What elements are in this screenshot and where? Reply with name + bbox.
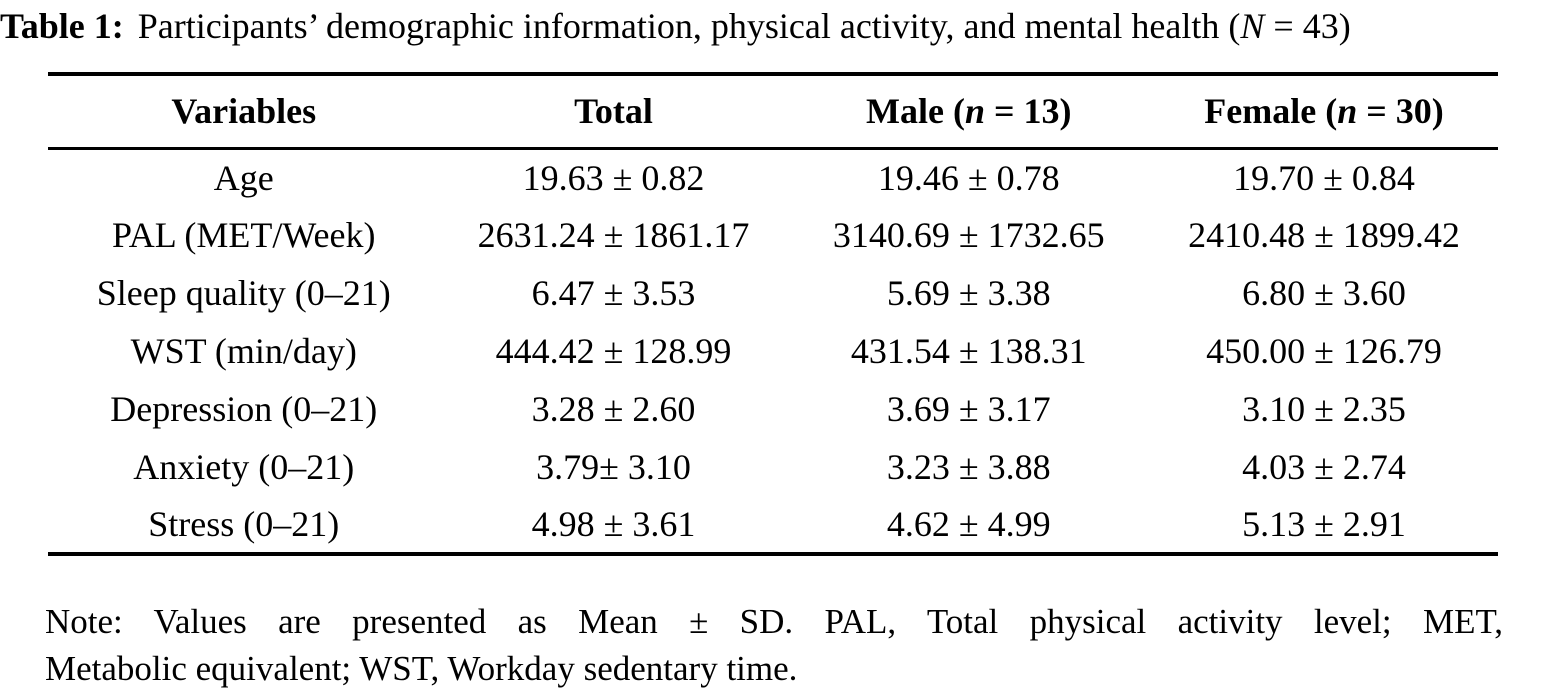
cell-female: 6.80 ± 3.60	[1242, 273, 1406, 313]
col-header-total: Total	[439, 74, 788, 150]
cell-total: 4.98 ± 3.61	[531, 504, 696, 544]
table-caption-n-symbol: N	[1240, 6, 1265, 46]
cell-variable: Age	[213, 157, 274, 198]
cell-female: 450.00 ± 126.79	[1206, 331, 1442, 371]
cell-total: 6.47 ± 3.53	[531, 273, 696, 313]
cell-female: 4.03 ± 2.74	[1242, 447, 1406, 487]
table-caption-n-value: = 43)	[1264, 6, 1351, 46]
table-body: Age 19.63 ± 0.82 19.46 ± 0.78 19.70 ± 0.84 P…	[48, 148, 1498, 554]
cell-variable: Anxiety (0–21)	[133, 447, 355, 487]
table-row: PAL (MET/Week) 2631.24 ± 1861.17 3140.69 ±…	[48, 206, 1498, 264]
table-caption: Table 1: Participants’ demographic inform…	[0, 4, 1548, 48]
cell-total: 444.42 ± 128.99	[495, 331, 732, 371]
table-note-line2: Metabolic equivalent; WST, Workday seden…	[45, 649, 798, 688]
cell-variable: Depression (0–21)	[110, 389, 378, 429]
table-row: Anxiety (0–21) 3.79± 3.10 3.23 ± 3.88 4.03 …	[48, 438, 1498, 496]
cell-total: 19.63 ± 0.82	[522, 157, 705, 198]
col-header-female-suffix: = 30)	[1357, 91, 1444, 132]
cell-total: 3.79± 3.10	[536, 447, 691, 487]
cell-male: 431.54 ± 138.31	[850, 331, 1087, 371]
cell-total: 3.28 ± 2.60	[531, 389, 696, 429]
table-note-line1: Note: Values are presented as Mean ± SD.…	[45, 602, 1503, 641]
cell-male: 5.69 ± 3.38	[886, 273, 1051, 313]
cell-male: 3140.69 ± 1732.65	[832, 215, 1105, 255]
cell-male: 4.62 ± 4.99	[886, 504, 1051, 544]
table-note: Note: Values are presented as Mean ± SD.…	[45, 598, 1503, 692]
header-row: Variables Total Male (n = 13) Female (n …	[48, 74, 1498, 150]
table-row: Sleep quality (0–21) 6.47 ± 3.53 5.69 ± 3.…	[48, 264, 1498, 322]
cell-female: 5.13 ± 2.91	[1242, 504, 1406, 544]
table-row: Age 19.63 ± 0.82 19.46 ± 0.78 19.70 ± 0.84	[48, 148, 1498, 206]
statistics-table: Variables Total Male (n = 13) Female (n …	[48, 72, 1498, 556]
col-header-male-n: n	[964, 91, 985, 132]
cell-total: 2631.24 ± 1861.17	[477, 215, 750, 255]
col-header-male: Male (n = 13)	[787, 74, 1150, 150]
cell-female: 3.10 ± 2.35	[1242, 389, 1406, 429]
cell-variable: PAL (MET/Week)	[112, 215, 376, 255]
cell-male: 3.69 ± 3.17	[886, 389, 1051, 429]
col-header-variables: Variables	[48, 74, 440, 150]
table-header: Variables Total Male (n = 13) Female (n …	[48, 74, 1498, 150]
cell-male: 3.23 ± 3.88	[886, 447, 1051, 487]
col-header-female-prefix: Female (	[1204, 91, 1338, 132]
cell-variable: WST (min/day)	[130, 331, 357, 371]
table-caption-text: Participants’ demographic information, p…	[137, 6, 1241, 46]
cell-female: 2410.48 ± 1899.42	[1188, 215, 1460, 255]
col-header-male-suffix: = 13)	[984, 91, 1072, 132]
cell-male: 19.46 ± 0.78	[877, 157, 1060, 198]
col-header-male-prefix: Male (	[866, 91, 965, 132]
cell-variable: Sleep quality (0–21)	[96, 273, 391, 313]
col-header-female: Female (n = 30)	[1150, 74, 1498, 150]
table-caption-label: Table 1:	[0, 6, 124, 46]
cell-variable: Stress (0–21)	[148, 504, 340, 544]
table-row: Stress (0–21) 4.98 ± 3.61 4.62 ± 4.99 5.13 …	[48, 496, 1498, 554]
col-header-female-n: n	[1337, 91, 1358, 132]
table-row: WST (min/day) 444.42 ± 128.99 431.54 ± 138…	[48, 322, 1498, 380]
col-header-variables-label: Variables	[171, 91, 317, 132]
table-row: Depression (0–21) 3.28 ± 2.60 3.69 ± 3.17 3…	[48, 380, 1498, 438]
cell-female: 19.70 ± 0.84	[1233, 157, 1415, 198]
col-header-total-label: Total	[574, 91, 653, 132]
